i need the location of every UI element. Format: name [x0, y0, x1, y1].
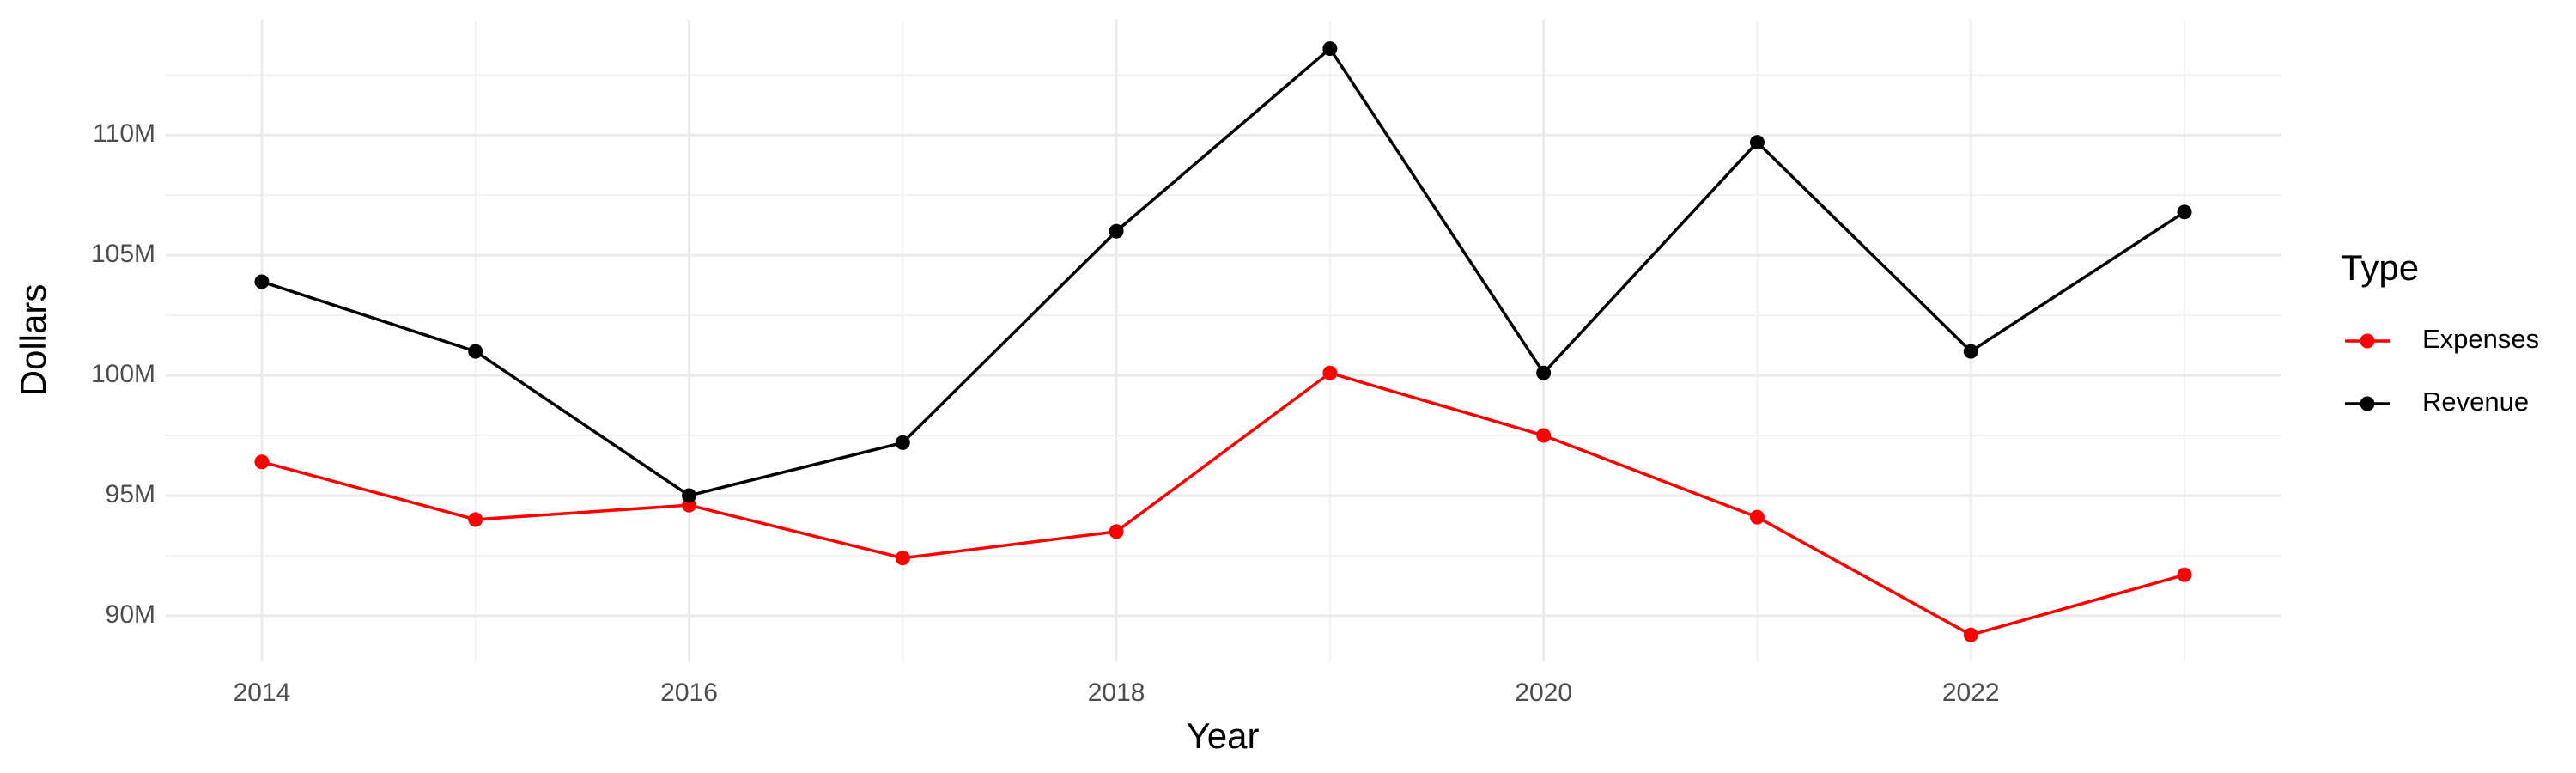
data-point: [1109, 524, 1124, 539]
data-point: [1963, 627, 1978, 642]
data-point: [1749, 135, 1765, 150]
x-tick-label: 2020: [1515, 679, 1572, 707]
data-point: [682, 488, 697, 503]
data-point: [2177, 204, 2192, 220]
legend-marker: [2360, 396, 2375, 411]
data-point: [1536, 428, 1552, 443]
x-tick-label: 2014: [234, 679, 291, 707]
data-point: [1322, 41, 1338, 57]
y-tick-label: 105M: [91, 240, 155, 268]
data-point: [468, 512, 483, 527]
y-tick-label: 95M: [106, 480, 155, 508]
data-point: [2177, 567, 2192, 582]
data-point: [1536, 365, 1552, 380]
series-line: [261, 371, 2185, 637]
data-point: [254, 274, 270, 289]
y-tick-label: 100M: [91, 360, 155, 388]
legend-title: Type: [2341, 247, 2419, 288]
data-point: [895, 551, 910, 566]
legend-marker: [2360, 333, 2375, 349]
x-tick-label: 2022: [1942, 679, 2000, 707]
series-line: [261, 46, 2186, 497]
data-point: [895, 435, 910, 450]
data-point: [254, 454, 270, 470]
y-axis-title: Dollars: [13, 284, 53, 397]
x-tick-label: 2016: [660, 679, 718, 707]
data-point: [1109, 223, 1124, 239]
legend-label: Revenue: [2422, 386, 2529, 417]
x-axis-title: Year: [1187, 715, 1260, 756]
y-tick-label: 110M: [93, 119, 155, 148]
data-point: [1749, 509, 1765, 525]
data-point: [468, 344, 483, 359]
data-point: [1322, 365, 1338, 380]
legend-label: Expenses: [2422, 324, 2539, 354]
y-tick-label: 90M: [106, 600, 155, 629]
x-tick-label: 2018: [1088, 679, 1145, 707]
data-point: [1963, 344, 1978, 359]
